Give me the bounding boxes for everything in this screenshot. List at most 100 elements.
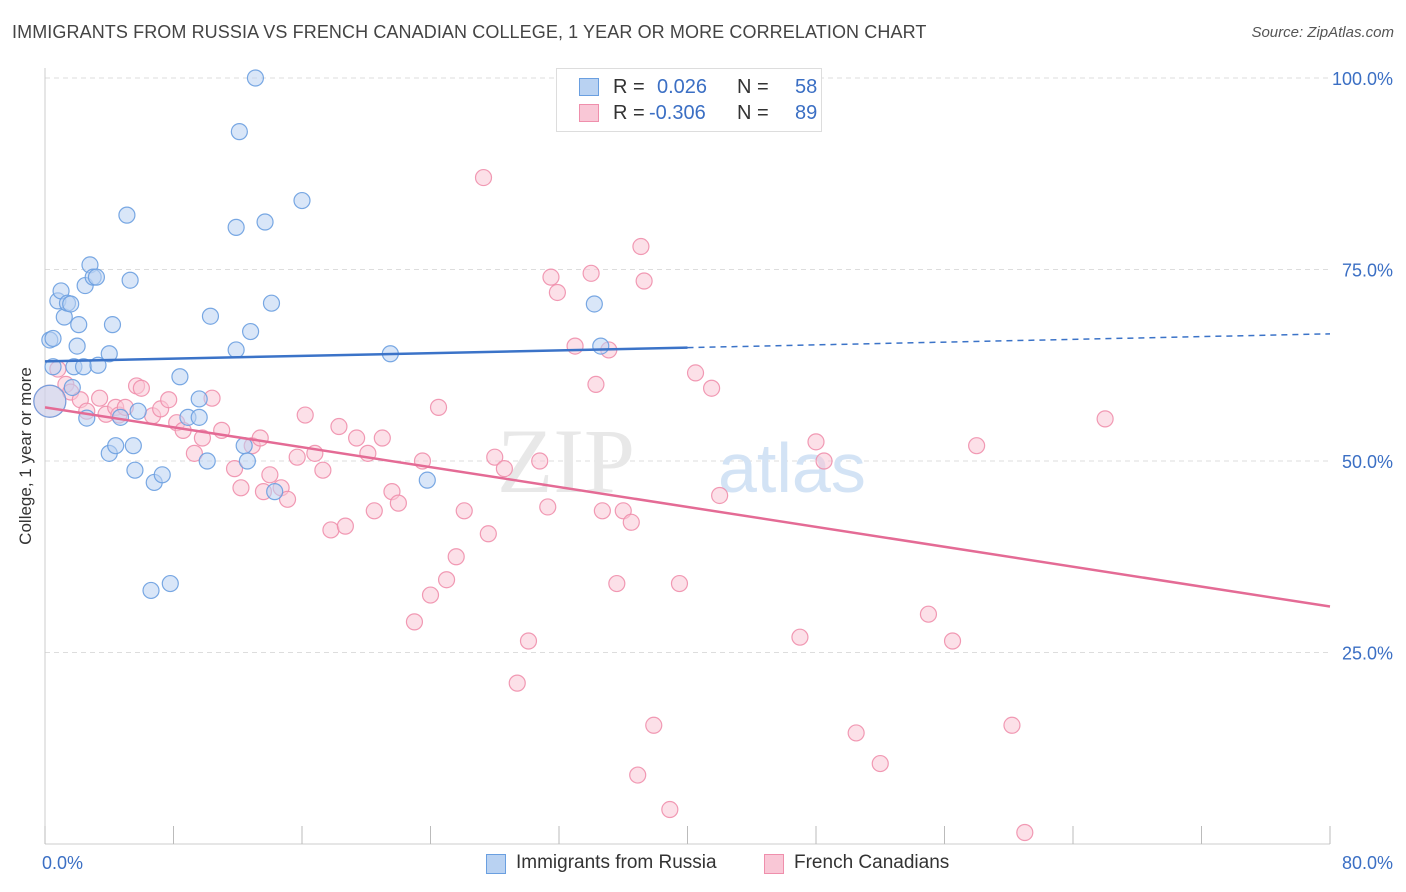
bottom-legend-label: Immigrants from Russia xyxy=(516,852,717,873)
russia-point xyxy=(592,337,610,355)
french-canadian-point xyxy=(1016,823,1034,842)
russia-point xyxy=(129,402,147,420)
russia-point xyxy=(418,471,436,489)
french-canadian-point xyxy=(330,417,348,436)
trend-line-french-canadians xyxy=(44,406,1331,608)
french-canadian-point xyxy=(629,766,647,784)
french-canadian-point xyxy=(519,632,538,650)
russia-point xyxy=(142,581,160,600)
y-axis-label: College, 1 year or more xyxy=(16,367,35,545)
french-canadian-point xyxy=(296,406,314,424)
watermark-atlas: atlas xyxy=(718,429,866,507)
french-canadian-point xyxy=(373,429,391,447)
russia-point xyxy=(161,574,179,593)
y-tick-label: 100.0% xyxy=(1332,69,1393,89)
y-tick-label: 25.0% xyxy=(1342,644,1393,664)
series-immigrants-from-russia xyxy=(33,69,610,600)
french-canadian-point xyxy=(314,461,332,479)
french-canadian-point xyxy=(542,268,560,286)
source-label: Source: ZipAtlas.com xyxy=(1251,24,1394,41)
french-canadian-point xyxy=(531,452,549,470)
french-canadian-point xyxy=(632,237,650,256)
french-canadian-point xyxy=(288,448,306,466)
russia-point xyxy=(87,268,106,286)
french-canadian-point xyxy=(608,574,626,593)
french-canadian-point xyxy=(278,490,297,508)
french-canadian-point xyxy=(847,724,865,742)
french-canadian-point xyxy=(645,716,663,734)
legend-r-value: -0.306 xyxy=(649,102,706,124)
french-canadian-point xyxy=(622,513,640,531)
russia-point xyxy=(266,483,284,501)
russia-point xyxy=(227,218,245,236)
french-canadian-point xyxy=(193,429,212,447)
russia-point xyxy=(198,452,216,470)
legend-swatch-blue xyxy=(579,78,599,96)
legend-r-label: R = xyxy=(613,76,645,98)
bottom-legend-swatch-blue xyxy=(486,854,506,874)
french-canadian-point xyxy=(447,548,465,566)
gridlines xyxy=(45,77,1330,653)
french-canadian-point xyxy=(365,502,383,520)
russia-point xyxy=(256,213,274,231)
french-canadian-point xyxy=(336,517,354,535)
legend-r-label: R = xyxy=(613,102,645,124)
legend-n-label: N = xyxy=(737,76,769,98)
axes xyxy=(44,68,1331,845)
chart-title: IMMIGRANTS FROM RUSSIA VS FRENCH CANADIA… xyxy=(12,22,927,42)
french-canadian-point xyxy=(232,479,250,497)
bottom-legend-swatch-pink xyxy=(764,854,784,874)
russia-point xyxy=(107,437,125,455)
correlation-legend: R = 0.026 N = 58 R = -0.306 N = 89 xyxy=(556,68,822,132)
french-canadian-point xyxy=(1003,716,1021,734)
french-canadian-point xyxy=(661,800,679,819)
french-canadian-point xyxy=(348,429,366,447)
french-canadian-point xyxy=(91,389,109,407)
russia-point xyxy=(201,307,220,325)
french-canadian-point xyxy=(429,398,448,416)
trend-line-russia xyxy=(44,346,688,363)
french-canadian-point xyxy=(548,283,566,302)
y-tick-label: 75.0% xyxy=(1342,261,1393,281)
french-canadian-point xyxy=(495,460,513,478)
french-canadian-point xyxy=(389,494,407,512)
russia-point xyxy=(293,191,311,210)
french-canadian-point xyxy=(486,448,504,466)
french-canadian-point xyxy=(702,379,721,397)
french-canadian-point xyxy=(919,605,938,623)
russia-point xyxy=(63,378,81,397)
watermark: ZIP atlas xyxy=(497,410,866,512)
french-canadian-point xyxy=(587,375,605,393)
russia-point xyxy=(230,123,248,141)
russia-point xyxy=(100,345,118,363)
russia-point xyxy=(153,466,171,484)
legend-n-value: 58 xyxy=(795,76,818,98)
french-canadian-point xyxy=(474,168,493,187)
legend-r-value: 0.026 xyxy=(657,76,708,98)
russia-point xyxy=(171,368,189,386)
russia-point xyxy=(227,341,245,359)
russia-point xyxy=(585,295,603,313)
french-canadian-point xyxy=(225,460,244,478)
french-canadian-point xyxy=(670,574,689,593)
x-tick-label: 80.0% xyxy=(1342,853,1393,873)
french-canadian-point xyxy=(635,272,653,290)
french-canadian-point xyxy=(261,466,279,484)
french-canadian-point xyxy=(539,498,557,516)
french-canadian-point xyxy=(582,264,600,282)
french-canadian-point xyxy=(405,613,424,631)
legend-n-value: 89 xyxy=(795,102,818,124)
french-canadian-point xyxy=(185,444,203,462)
french-canadian-point xyxy=(1096,410,1114,428)
russia-point xyxy=(68,337,86,355)
russia-point xyxy=(62,295,80,313)
russia-point xyxy=(262,294,281,312)
french-canadian-point xyxy=(871,754,889,773)
russia-point xyxy=(121,271,139,289)
french-canadian-point xyxy=(479,525,497,543)
french-canadian-point xyxy=(251,429,269,447)
tick-labels: 25.0% 50.0% 75.0% 100.0% 0.0% 80.0% xyxy=(42,69,1393,873)
russia-point xyxy=(190,408,208,426)
french-canadian-point xyxy=(593,502,611,520)
french-canadian-point xyxy=(132,379,150,397)
